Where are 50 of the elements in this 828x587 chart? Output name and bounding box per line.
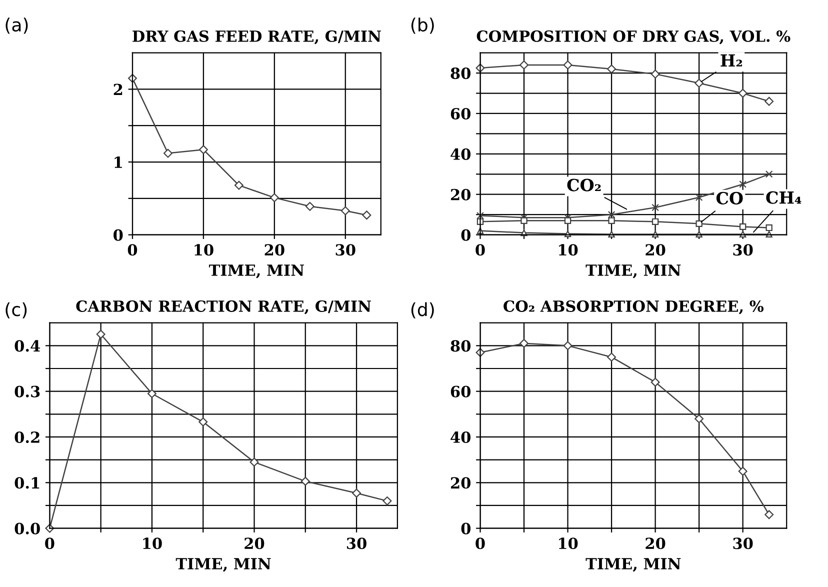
x-tick-label: 10 (143, 538, 162, 550)
chart-title: COMPOSITION OF DRY GAS, VOL. % (476, 30, 790, 44)
y-tick-label: 0 (114, 229, 123, 241)
x-tick-label: 30 (346, 538, 366, 550)
x-tick-label: 20 (646, 538, 666, 550)
y-tick-label: 60 (450, 108, 470, 120)
y-tick-label: 0.1 (14, 477, 40, 489)
annotation: CO₂ (567, 178, 601, 192)
text: (c) (6, 302, 27, 318)
y-tick-label: 0.0 (14, 522, 40, 534)
y-tick-label: 40 (450, 431, 470, 444)
y-tick-label: 0.3 (14, 386, 40, 398)
y-tick-label: 0 (461, 522, 470, 534)
y-tick-label: 0.4 (14, 340, 40, 352)
text: (b) (411, 18, 434, 34)
x-tick-label: 20 (264, 244, 284, 256)
text: (a) (6, 18, 28, 34)
x-tick-label: 0 (476, 244, 485, 256)
x-tick-label: 0 (476, 538, 485, 550)
y-tick-label: 80 (450, 68, 470, 80)
annotation: CH₄ (766, 191, 802, 204)
y-tick-label: 0.2 (14, 431, 40, 444)
x-tick-label: 0 (128, 244, 138, 256)
x-tick-label: 30 (733, 244, 753, 256)
y-tick-label: 40 (450, 148, 470, 160)
y-tick-label: 20 (450, 188, 470, 200)
x-tick-label: 30 (733, 538, 753, 550)
annotation: CO (716, 192, 743, 204)
annotation: H₂ (720, 54, 742, 66)
x-axis-title: TIME, MIN (586, 558, 681, 572)
chart-title: CARBON REACTION RATE, G/MIN (76, 300, 371, 314)
y-tick-label: 0 (461, 229, 470, 241)
x-tick-label: 30 (336, 244, 356, 256)
text: (d) (411, 302, 434, 318)
x-tick-label: 10 (559, 538, 578, 550)
x-tick-label: 20 (646, 244, 666, 256)
x-axis-title: TIME, MIN (176, 558, 271, 572)
y-tick-label: 2 (114, 84, 122, 96)
x-tick-label: 10 (194, 244, 214, 256)
chart-title: CO₂ ABSORPTION DEGREE, % (504, 300, 764, 314)
x-axis-title: TIME, MIN (208, 264, 304, 278)
x-tick-label: 10 (559, 244, 578, 256)
x-tick-label: 20 (244, 538, 264, 550)
y-tick-label: 20 (450, 477, 470, 489)
x-axis-title: TIME, MIN (586, 264, 681, 278)
y-tick-label: 60 (450, 386, 470, 398)
chart-title: DRY GAS FEED RATE, G/MIN (132, 30, 381, 44)
x-tick-label: 0 (45, 538, 54, 550)
y-tick-label: 1 (114, 156, 122, 168)
y-tick-label: 80 (450, 340, 470, 352)
